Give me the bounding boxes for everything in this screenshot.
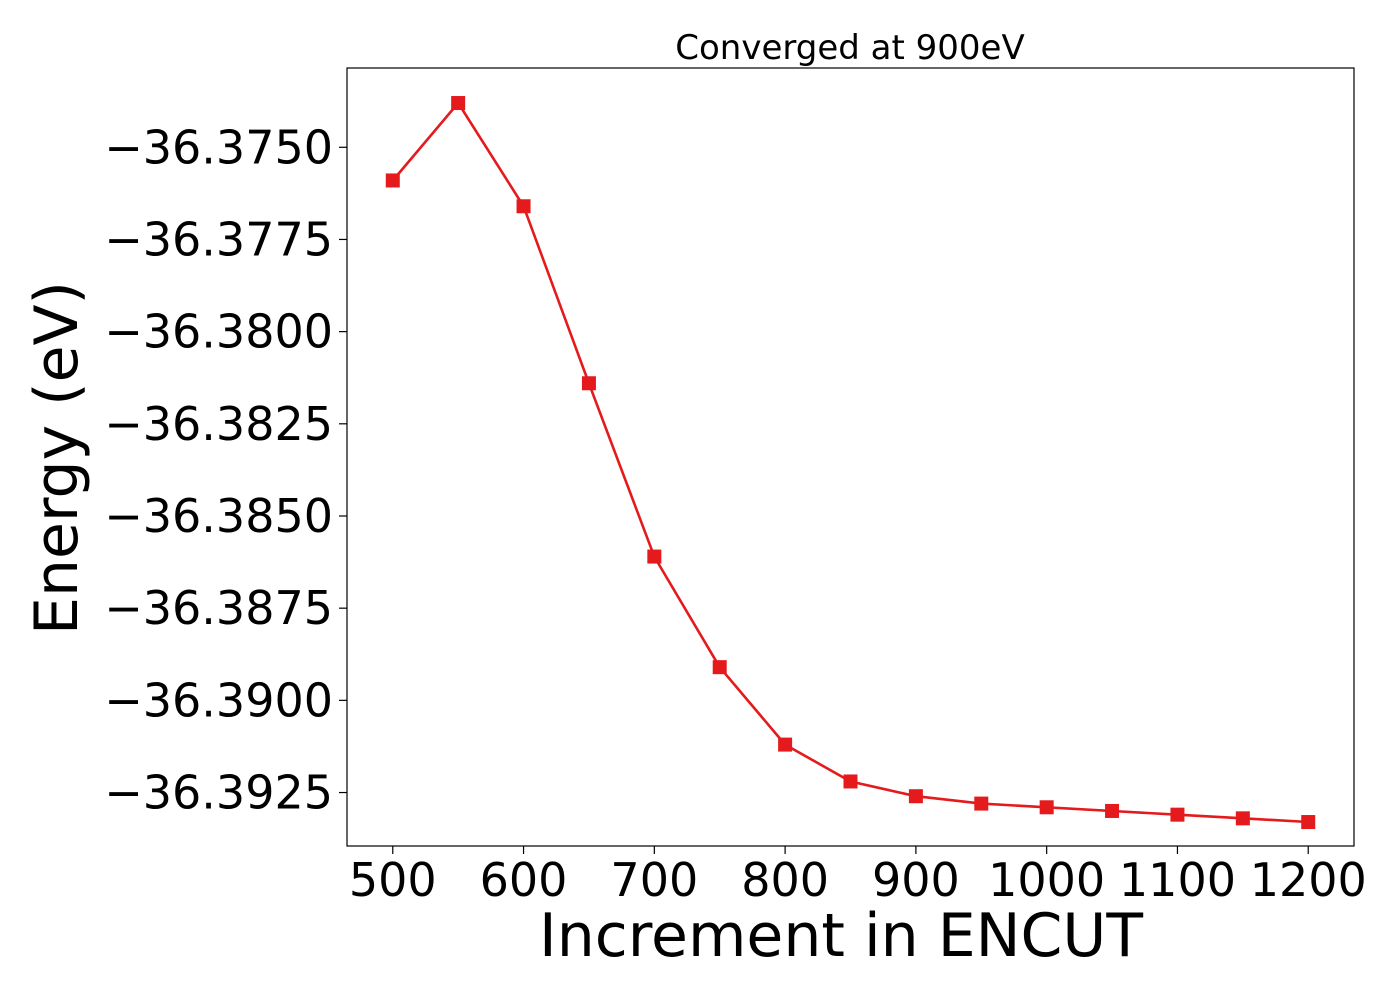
x-axis: 500 600 700 800 900 1000 1100 1200: [349, 846, 1367, 907]
data-point: [974, 796, 989, 811]
data-point: [712, 660, 727, 675]
x-tick-label: 800: [741, 853, 829, 907]
x-tick-label: 700: [610, 853, 698, 907]
data-point: [908, 789, 923, 804]
x-tick-label: 1000: [988, 853, 1105, 907]
x-tick-label: 1200: [1250, 853, 1367, 907]
data-point: [1039, 800, 1054, 815]
data-point: [843, 774, 858, 789]
plot-border: [346, 67, 1355, 847]
x-tick-label: 900: [872, 853, 960, 907]
x-axis-label: Increment in ENCUT: [539, 901, 1143, 971]
y-tick-label: −36.3850: [104, 489, 333, 543]
data-point: [385, 173, 400, 188]
y-tick-label: −36.3825: [104, 397, 333, 451]
y-tick-label: −36.3750: [104, 120, 333, 174]
y-tick-label: −36.3925: [104, 766, 333, 820]
x-tick-label: 600: [480, 853, 568, 907]
data-point: [581, 376, 596, 391]
x-tick-label: 500: [349, 853, 437, 907]
chart-title: Converged at 900eV: [675, 28, 1024, 68]
series-group: [385, 96, 1316, 830]
data-point: [1235, 811, 1250, 826]
y-tick-label: −36.3775: [104, 212, 333, 266]
plot-area: [346, 67, 1355, 847]
x-tick-label: 1100: [1119, 853, 1236, 907]
data-point: [1170, 807, 1185, 822]
y-axis: −36.3750 −36.3775 −36.3800 −36.3825 −36.3850…: [104, 120, 347, 820]
y-tick-label: −36.3875: [104, 581, 333, 635]
data-point: [778, 737, 793, 752]
data-point: [1301, 815, 1316, 830]
data-point: [516, 199, 531, 214]
data-point: [451, 96, 466, 111]
y-axis-label: Energy (eV): [22, 281, 92, 635]
data-point: [1105, 803, 1120, 818]
y-tick-label: −36.3900: [104, 673, 333, 727]
data-point: [647, 549, 662, 564]
y-tick-label: −36.3800: [104, 305, 333, 359]
